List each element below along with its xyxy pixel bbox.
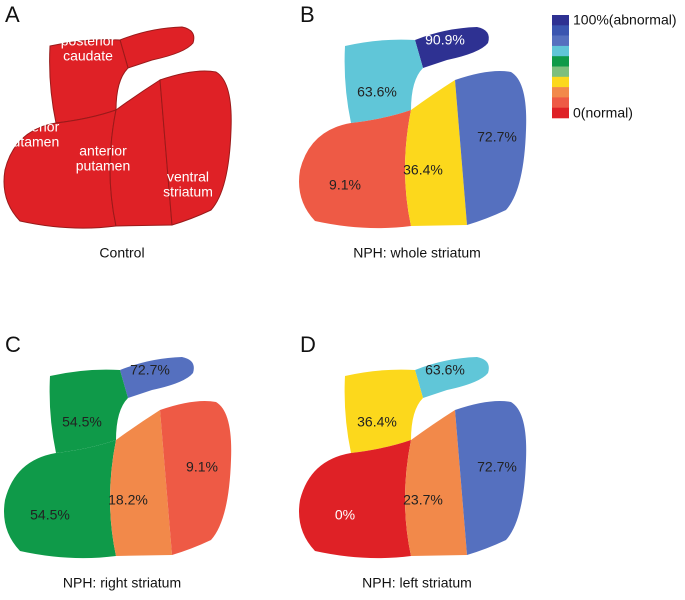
- striatum-region: [344, 39, 423, 123]
- region-label: 90.9%: [425, 32, 465, 48]
- legend-swatch: [552, 87, 569, 98]
- striatum-region: [119, 26, 195, 69]
- region-label: 63.6%: [357, 84, 397, 100]
- striatum-region: [159, 70, 232, 226]
- region-label: posterior: [61, 33, 116, 49]
- striatum-region: [455, 71, 527, 225]
- panel-caption: NPH: right striatum: [63, 575, 181, 591]
- region-label: 36.4%: [403, 162, 443, 178]
- panel-letter: A: [5, 2, 20, 27]
- striatum-region: [109, 79, 173, 227]
- panel-caption: Control: [99, 245, 144, 261]
- legend: 100%(abnormal) 0(normal): [552, 12, 677, 121]
- region-label: 0%: [335, 507, 355, 523]
- region-label: 9.1%: [186, 459, 218, 475]
- region-label: ventral: [167, 169, 209, 185]
- region-label: 18.2%: [108, 492, 148, 508]
- region-label: 23.7%: [403, 492, 443, 508]
- legend-swatch: [552, 15, 569, 26]
- panel-letter: D: [300, 332, 316, 357]
- striatum-region: [299, 440, 411, 559]
- striatum-region: [110, 410, 172, 556]
- region-label: 54.5%: [62, 414, 102, 430]
- legend-bottom-label: 0(normal): [573, 105, 633, 121]
- region-label: striatum: [163, 184, 213, 200]
- panel: D 63.6% 36.4% 0% 23.7% 72.7% NPH: left striatu…: [299, 332, 527, 591]
- panel-caption: NPH: left striatum: [362, 575, 472, 591]
- legend-swatch: [552, 107, 569, 119]
- region-label: 72.7%: [130, 362, 170, 378]
- striatum-region: [415, 357, 489, 398]
- region-label: putamen: [76, 158, 130, 174]
- striatum-region: [415, 27, 489, 68]
- panel: B 90.9% 63.6% 9.1% 36.4% 72.7% NPH: whole stri…: [299, 2, 527, 261]
- striatum-region: [344, 369, 423, 453]
- region-label: 63.6%: [425, 362, 465, 378]
- panel-letter: C: [5, 332, 21, 357]
- legend-swatch: [552, 97, 569, 108]
- region-label: 36.4%: [357, 414, 397, 430]
- region-label: 72.7%: [477, 129, 517, 145]
- striatum-region: [49, 369, 128, 453]
- striatum-region: [405, 80, 467, 226]
- legend-swatch: [552, 56, 569, 67]
- legend-swatch: [552, 76, 569, 88]
- striatum-region: [160, 401, 232, 555]
- region-label: 72.7%: [477, 459, 517, 475]
- region-label: anterior: [79, 143, 127, 159]
- panel: Aanteriorcaudateposteriorcaudateposterio…: [3, 2, 232, 261]
- striatum-region: [299, 110, 411, 229]
- region-label: caudate: [63, 48, 113, 64]
- legend-swatch: [552, 25, 569, 36]
- striatum-region: [405, 410, 467, 556]
- legend-swatch: [552, 45, 569, 57]
- legend-swatch: [552, 66, 569, 78]
- legend-swatch: [552, 35, 569, 47]
- region-label: putamen: [5, 134, 59, 150]
- panel-letter: B: [300, 2, 315, 27]
- striatum-region: [455, 401, 527, 555]
- legend-top-label: 100%(abnormal): [573, 12, 677, 28]
- striatum-region: [4, 440, 116, 559]
- region-label: posterior: [5, 119, 60, 135]
- panel-caption: NPH: whole striatum: [353, 245, 481, 261]
- region-label: 54.5%: [30, 507, 70, 523]
- region-label: 9.1%: [329, 177, 361, 193]
- striatum-region: [120, 357, 194, 398]
- panel: C 72.7% 54.5% 54.5% 18.2% 9.1% NPH: right stri…: [4, 332, 232, 591]
